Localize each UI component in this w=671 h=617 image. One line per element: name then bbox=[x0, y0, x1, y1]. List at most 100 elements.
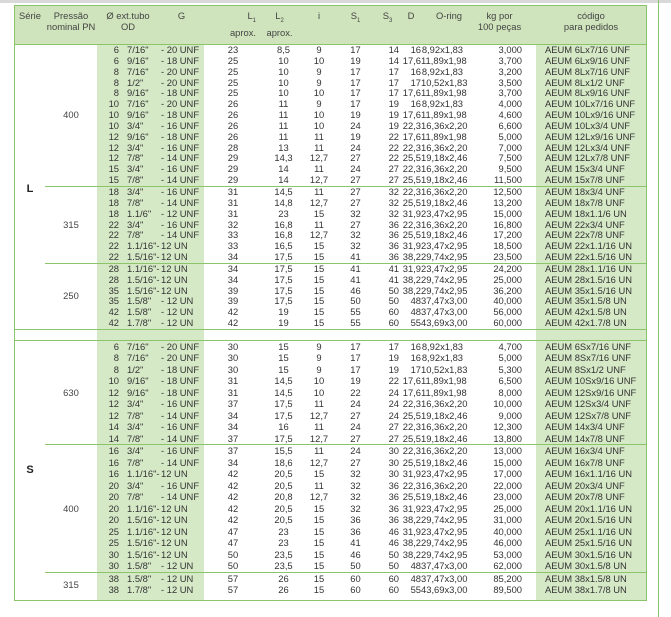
cell-order-code: AEUM 38x1.5/8 UN bbox=[536, 571, 647, 585]
cell-d: 48 bbox=[410, 560, 422, 572]
cell-o-ring: 19,18x2,46 bbox=[421, 456, 468, 468]
cell-l2: 17,5 bbox=[274, 284, 293, 296]
cell-order-code: AEUM 20x1.1/16 UN bbox=[536, 502, 647, 515]
cell-o-ring: 16,36x2,20 bbox=[421, 444, 468, 457]
cell-kg-per-100: 7,500 bbox=[498, 152, 523, 164]
serie-label: L bbox=[26, 182, 34, 195]
cell-g-thread: - 14 UNF bbox=[159, 197, 205, 209]
cell-s3: 27 bbox=[388, 421, 400, 433]
cell-l1: 42 bbox=[227, 317, 239, 329]
spacer-cell bbox=[536, 595, 647, 600]
cell-s1: 60 bbox=[350, 584, 361, 596]
cell-s3: 46 bbox=[388, 537, 400, 549]
separator-cell bbox=[121, 328, 160, 341]
cell-s3: 19 bbox=[388, 352, 400, 364]
cell-i: 15 bbox=[313, 514, 325, 526]
header-codigo-line1: código bbox=[577, 10, 605, 21]
cell-l1: 26 bbox=[227, 109, 239, 121]
header-pressao-line2: nominal PN bbox=[46, 21, 96, 32]
cell-s3: 60 bbox=[388, 317, 400, 329]
cell-g-thread: - 18 UNF bbox=[159, 363, 205, 376]
cell-l2: 17,5 bbox=[274, 409, 293, 421]
cell-g-size: 7/8" bbox=[121, 174, 160, 187]
separator-cell bbox=[463, 328, 537, 341]
cell-od: 18 bbox=[97, 197, 121, 209]
cell-l1: 34 bbox=[227, 456, 239, 468]
cell-s1: 24 bbox=[350, 119, 361, 131]
cell-l2: 17,5 bbox=[258, 262, 302, 275]
header-oring: O-ring bbox=[421, 6, 464, 45]
cell-l1: 30 bbox=[227, 340, 239, 352]
cell-s1: 24 bbox=[337, 444, 375, 457]
cell-l2: 14,5 bbox=[274, 375, 293, 387]
table-row: 10 3/4" - 16 UNF 26 11 10 24 19 22,3 16,36x2,20 6,… bbox=[15, 119, 647, 132]
cell-d: 31,9 bbox=[402, 240, 422, 252]
cell-i: 10 bbox=[313, 54, 325, 66]
cell-s3: 36 bbox=[388, 251, 400, 263]
spacer-cell bbox=[45, 596, 97, 600]
cell-i: 9 bbox=[316, 44, 322, 55]
cell-kg-per-100: 4,000 bbox=[498, 98, 523, 110]
cell-l2: 15 bbox=[278, 340, 289, 352]
table-row: L 400 6 7/16" - 20 UNF 23 8,5 9 17 14 16 8,92x1,83 3… bbox=[15, 44, 647, 194]
table-row: 8 7/16" - 20 UNF 30 15 9 17 19 16 8,92x1,83 5,000 A… bbox=[15, 352, 647, 364]
cell-d: 22,3 bbox=[402, 421, 422, 433]
cell-o-ring: 16,36x2,20 bbox=[421, 163, 468, 175]
table-row: 15 3/4" - 16 UNF 29 14 11 24 27 22,3 16,36x2,20 9,… bbox=[15, 163, 647, 176]
cell-s3: 22 bbox=[388, 141, 400, 153]
cell-od: 18 bbox=[97, 185, 121, 198]
cell-l2: 16,8 bbox=[274, 218, 293, 230]
cell-kg-per-100: 17,000 bbox=[493, 468, 523, 480]
cell-g-size: 1.1/16"- bbox=[121, 240, 160, 253]
header-kg: kg por 100 peças bbox=[463, 6, 537, 45]
cell-i: 11 bbox=[314, 479, 324, 491]
cell-s3: 36 bbox=[388, 491, 400, 503]
cell-g-thread: - 16 UNF bbox=[159, 398, 205, 410]
cell-s3: 41 bbox=[374, 262, 402, 275]
cell-order-code: AEUM 42x1.5/8 UN bbox=[536, 306, 647, 319]
cell-d: 17,6 bbox=[402, 54, 422, 66]
cell-s3: 36 bbox=[388, 240, 400, 252]
header-s1-sub: 1 bbox=[356, 17, 361, 24]
cell-g-size: 3/4" bbox=[121, 219, 160, 231]
table-row: 25 1.5/16"- 12 UN 47 23 15 41 46 38,2 29,74x2,95 4… bbox=[15, 537, 647, 549]
cell-order-code: AEUM 18x7/8 UNF bbox=[536, 197, 647, 209]
table-body: L 400 6 7/16" - 20 UNF 23 8,5 9 17 14 16 8,92x1,83 3… bbox=[15, 44, 647, 600]
cell-s3: 50 bbox=[388, 548, 400, 560]
cell-s1: 19 bbox=[350, 54, 361, 66]
cell-l2: 23,5 bbox=[274, 560, 293, 572]
cell-l2: 11 bbox=[278, 109, 289, 121]
cell-g-size: 1.1/16"- bbox=[121, 468, 160, 480]
cell-kg-per-100: 22,000 bbox=[493, 479, 523, 491]
table-row: 400 16 3/4" - 16 UNF 37 15,5 11 24 30 22,3 16,36x2… bbox=[15, 444, 647, 573]
fittings-table: Série Pressão nominal PN Ø ext.tubo OD G L… bbox=[15, 6, 647, 600]
table-row: 8 1/2" - 20 UNF 25 10 9 17 17 17 10,52x1,83 3,500 A… bbox=[15, 77, 647, 89]
cell-g-thread: - 18 UNF bbox=[159, 131, 205, 143]
table-row: 20 7/8" - 14 UNF 42 20,8 12,7 32 36 25,5 19,18x2,… bbox=[15, 491, 647, 503]
cell-l2: 23 bbox=[278, 525, 289, 537]
table-row: 10 9/16" - 18 UNF 26 11 10 19 19 17,6 11,89x1,98 4… bbox=[15, 109, 647, 121]
cell-kg-per-100: 3,000 bbox=[498, 44, 523, 55]
cell-g-size: 1/2" bbox=[121, 363, 160, 376]
cell-s1: 24 bbox=[350, 163, 361, 175]
cell-s1: 32 bbox=[350, 491, 361, 503]
cell-g-size: 7/16" bbox=[121, 44, 160, 56]
cell-order-code: AEUM 10Lx9/16 UNF bbox=[536, 109, 647, 121]
cell-l1: 31 bbox=[227, 386, 239, 398]
cell-g-thread: 12 UN bbox=[159, 240, 205, 253]
cell-g-size: 3/4" bbox=[121, 185, 160, 198]
cell-order-code: AEUM 14x3/4 UNF bbox=[536, 421, 647, 433]
cell-od: 22 bbox=[97, 229, 121, 242]
cell-s3: 50 bbox=[388, 295, 400, 307]
cell-i: 15 bbox=[301, 262, 338, 275]
cell-g-thread: 12 UN bbox=[159, 285, 205, 297]
cell-d: 38,2 bbox=[402, 514, 422, 526]
cell-o-ring: 16,36x2,20 bbox=[421, 421, 468, 433]
spacer-cell bbox=[204, 596, 258, 600]
cell-o-ring: 19,18x2,46 bbox=[421, 491, 468, 503]
cell-od: 12 bbox=[97, 386, 121, 399]
cell-od: 30 bbox=[97, 548, 121, 561]
cell-s3: 14 bbox=[388, 54, 400, 66]
cell-order-code: AEUM 6Lx9/16 UNF bbox=[536, 55, 647, 67]
cell-o-ring: 16,36x2,20 bbox=[421, 185, 468, 198]
